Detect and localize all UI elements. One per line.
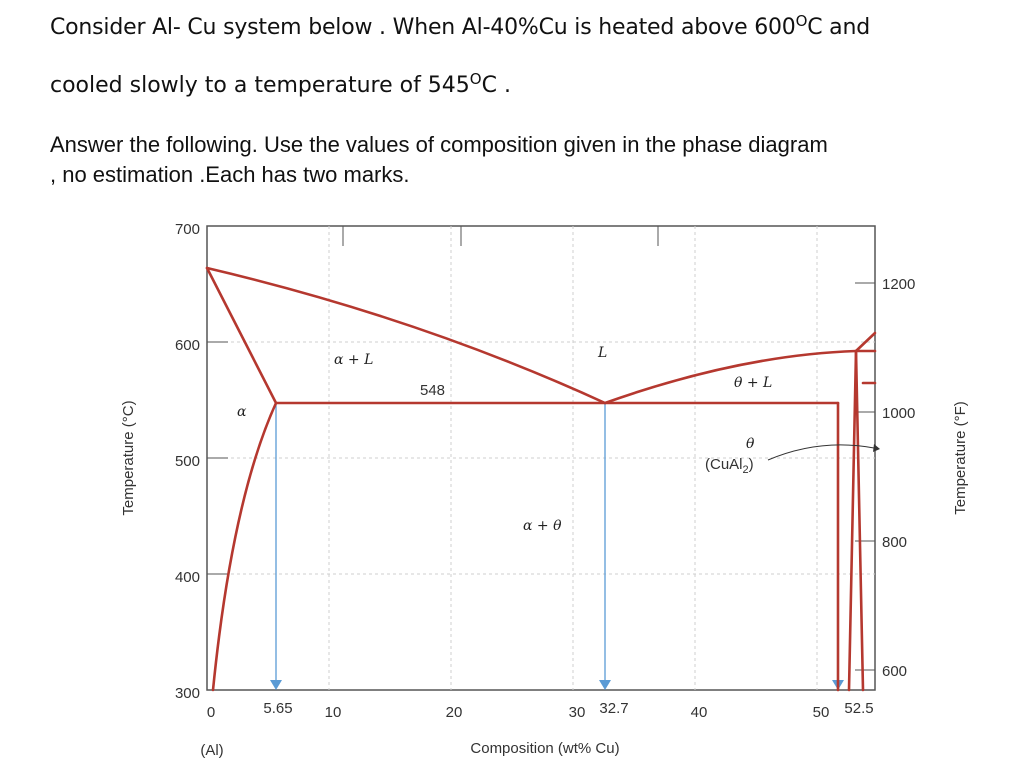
- x-tick-32-7: 32.7: [599, 700, 628, 717]
- x-origin-label: (Al): [200, 742, 223, 759]
- phase-label-theta: θ: [746, 436, 755, 452]
- x-tick-5-65: 5.65: [263, 700, 292, 717]
- y-tick-f-1200: 1200: [882, 276, 915, 293]
- phase-label-alpha: α: [237, 404, 247, 420]
- y-tick-500: 500: [175, 453, 200, 470]
- phase-label-alpha-theta: α + θ: [523, 518, 562, 534]
- x-tick-0: 0: [207, 704, 215, 721]
- question-line-1: Consider Al- Cu system below . When Al-4…: [50, 12, 870, 40]
- x-tick-10: 10: [325, 704, 342, 721]
- theta-formula-label: (CuAl2): [705, 456, 754, 476]
- theta-arrow-head: [873, 444, 880, 452]
- question-line-2: cooled slowly to a temperature of 545OC …: [50, 70, 511, 98]
- y-axis-right-label: Temperature (°F): [952, 401, 969, 515]
- theta-right-boundary-line: [847, 349, 858, 692]
- y-tick-f-1000: 1000: [882, 405, 915, 422]
- x-axis-label: Composition (wt% Cu): [470, 740, 619, 757]
- y-tick-300: 300: [175, 685, 200, 702]
- x-tick-30: 30: [569, 704, 586, 721]
- y-ticks-left: [207, 341, 228, 575]
- y-tick-400: 400: [175, 569, 200, 586]
- y-tick-700: 700: [175, 221, 200, 238]
- y-tick-600: 600: [175, 337, 200, 354]
- eutectic-temperature-label: 548: [420, 382, 445, 399]
- question-line-4: , no estimation .Each has two marks.: [50, 162, 410, 187]
- x-tick-52-5: 52.5: [844, 700, 873, 717]
- question-line-3: Answer the following. Use the values of …: [50, 132, 828, 157]
- arrow-marker-5-65: [270, 680, 282, 690]
- phase-label-theta-liquid: θ + L: [734, 375, 772, 391]
- x-tick-40: 40: [691, 704, 708, 721]
- arrow-marker-32-7: [599, 680, 611, 690]
- liquidus-right-line: [603, 349, 858, 405]
- grid: [207, 226, 875, 690]
- phase-boundaries: [205, 266, 877, 692]
- x-tick-50: 50: [813, 704, 830, 721]
- top-ticks: [342, 226, 659, 246]
- plot-frame: [206, 225, 876, 691]
- solvus-alpha-line: [211, 401, 278, 692]
- y-tick-f-600: 600: [882, 663, 907, 680]
- theta-right-boundary-line-2: [854, 349, 865, 692]
- liquidus-upper-line: [854, 331, 877, 353]
- y-axis-label: Temperature (°C): [120, 400, 137, 515]
- y-tick-f-800: 800: [882, 534, 907, 551]
- theta-annotation-arrow: [767, 444, 875, 461]
- phase-label-liquid: L: [597, 345, 607, 361]
- phase-label-alpha-liquid: α + L: [334, 352, 373, 368]
- solidus-alpha-line: [205, 266, 278, 405]
- liquidus-left-line: [205, 266, 607, 405]
- x-tick-20: 20: [446, 704, 463, 721]
